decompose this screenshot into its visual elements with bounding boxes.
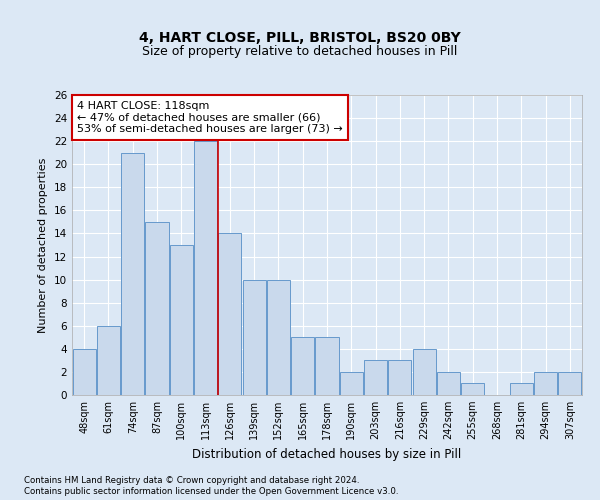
Y-axis label: Number of detached properties: Number of detached properties: [38, 158, 49, 332]
Bar: [437, 372, 460, 395]
Bar: [145, 222, 169, 395]
Bar: [73, 349, 95, 395]
X-axis label: Distribution of detached houses by size in Pill: Distribution of detached houses by size …: [193, 448, 461, 460]
Text: 4 HART CLOSE: 118sqm
← 47% of detached houses are smaller (66)
53% of semi-detac: 4 HART CLOSE: 118sqm ← 47% of detached h…: [77, 101, 343, 134]
Bar: [413, 349, 436, 395]
Bar: [242, 280, 266, 395]
Text: Contains public sector information licensed under the Open Government Licence v3: Contains public sector information licen…: [24, 488, 398, 496]
Bar: [510, 384, 533, 395]
Bar: [291, 338, 314, 395]
Bar: [218, 234, 241, 395]
Bar: [267, 280, 290, 395]
Text: Size of property relative to detached houses in Pill: Size of property relative to detached ho…: [142, 45, 458, 58]
Bar: [194, 141, 217, 395]
Text: Contains HM Land Registry data © Crown copyright and database right 2024.: Contains HM Land Registry data © Crown c…: [24, 476, 359, 485]
Bar: [340, 372, 363, 395]
Bar: [170, 245, 193, 395]
Bar: [121, 152, 144, 395]
Bar: [534, 372, 557, 395]
Text: 4, HART CLOSE, PILL, BRISTOL, BS20 0BY: 4, HART CLOSE, PILL, BRISTOL, BS20 0BY: [139, 31, 461, 45]
Bar: [364, 360, 387, 395]
Bar: [316, 338, 338, 395]
Bar: [388, 360, 412, 395]
Bar: [461, 384, 484, 395]
Bar: [559, 372, 581, 395]
Bar: [97, 326, 120, 395]
